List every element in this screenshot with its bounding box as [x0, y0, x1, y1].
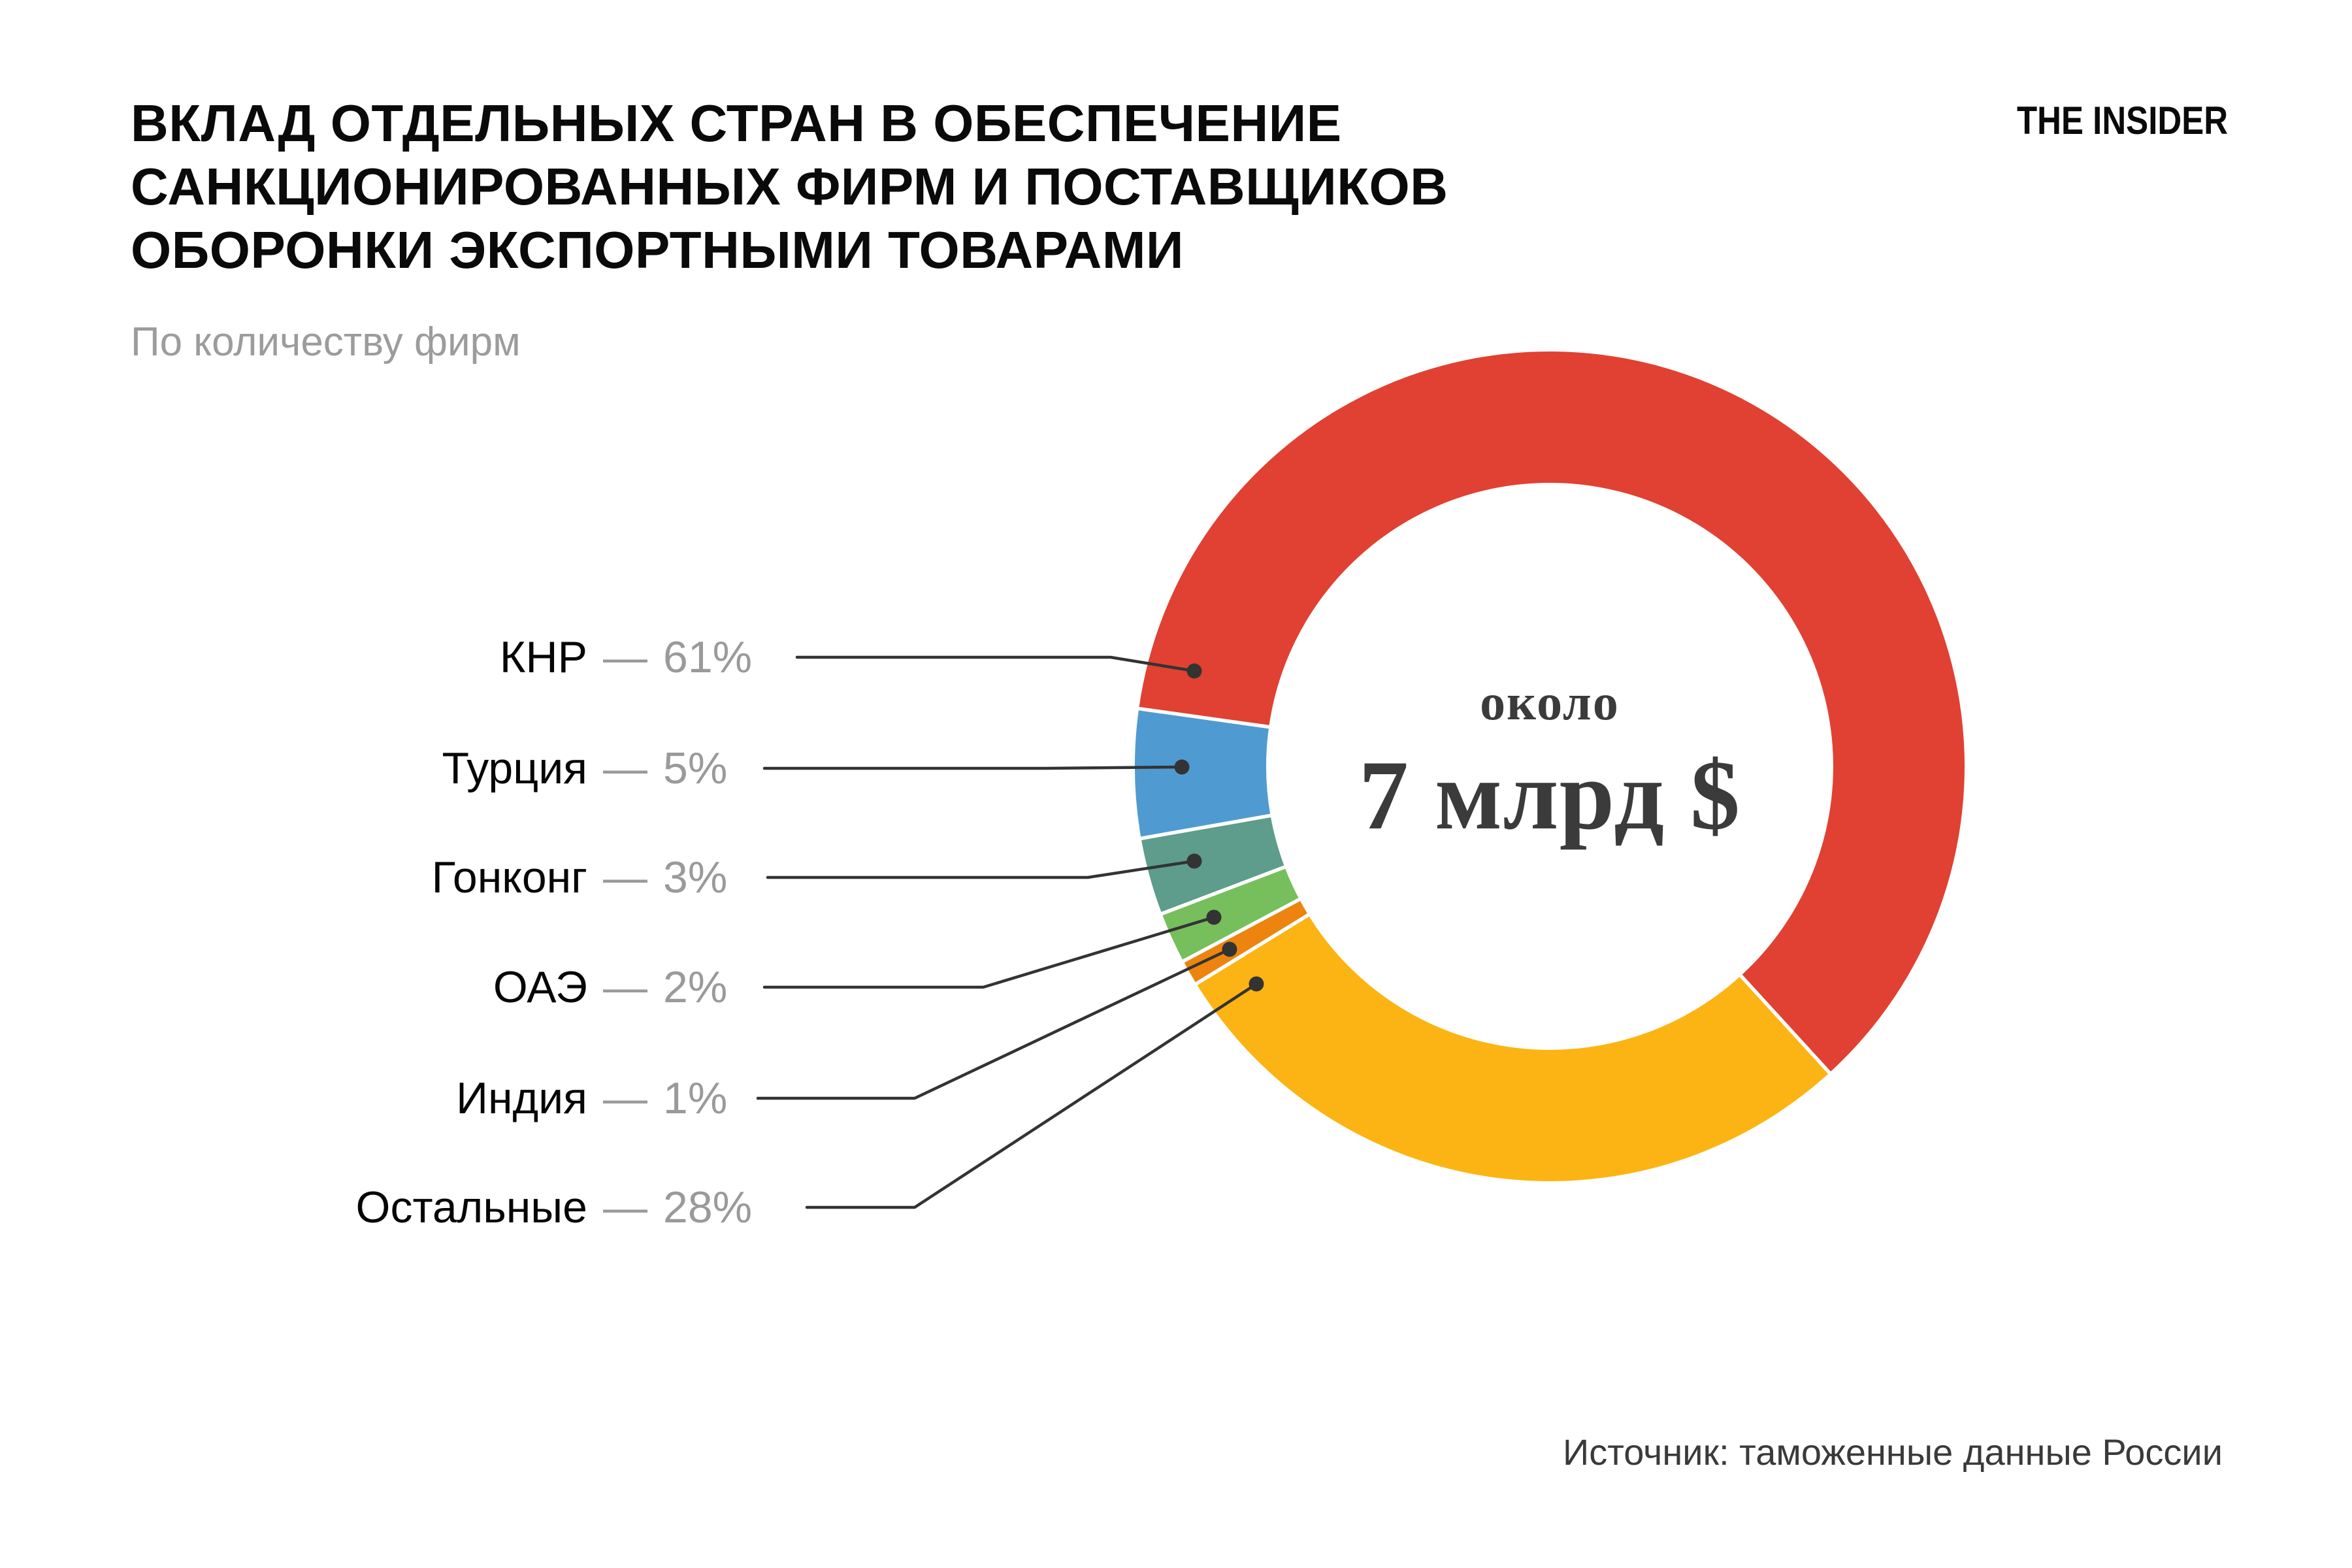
legend-dash: — [603, 1183, 647, 1232]
legend-value: 5% [663, 743, 728, 793]
the-insider-logo: THE INSIDER [2016, 99, 2228, 142]
page-title: ВКЛАД ОТДЕЛЬНЫХ СТРАН В ОБЕСПЕЧЕНИЕ САНК… [131, 94, 1448, 279]
callout-line-индия [756, 947, 1232, 1100]
legend-value: 1% [663, 1073, 728, 1123]
legend-value: 61% [663, 632, 753, 682]
legend-label: Индия [456, 1073, 587, 1123]
legend-value: 28% [663, 1183, 753, 1232]
callout-line-турция [762, 765, 1184, 770]
slice-separator [1134, 706, 1273, 730]
legend-item-hongkong: Гонконг — 3% [196, 849, 807, 906]
legend-dash: — [603, 853, 647, 902]
donut-slice-оаэ [1162, 867, 1299, 962]
legend-label: Турция [442, 743, 587, 793]
slice-separator [1737, 972, 1834, 1077]
center-label-approx: около [1480, 674, 1620, 730]
legend-dash: — [603, 743, 647, 793]
donut-slice-гонконг [1141, 815, 1285, 914]
donut-slice-кнр [1139, 351, 1965, 1073]
legend-value: 3% [663, 853, 728, 902]
legend-item-knr: КНР — 61% [196, 629, 807, 686]
legend-item-turkey: Турция — 5% [196, 740, 807, 797]
center-label-amount: 7 млрд $ [1358, 740, 1741, 850]
callout-line-оаэ [762, 915, 1216, 989]
legend-dash: — [603, 1073, 647, 1123]
legend-label: Гонконг [431, 853, 587, 902]
legend-label: КНР [499, 632, 587, 682]
callout-dot-индия [1222, 941, 1237, 957]
legend-label: ОАЭ [493, 962, 587, 1012]
source-note: Источник: таможенные данные России [1563, 1431, 2223, 1473]
callout-line-гонконг [766, 859, 1196, 879]
legend-value: 2% [663, 962, 728, 1012]
callout-dot-остальные [1249, 976, 1264, 992]
callout-dot-оаэ [1206, 909, 1222, 925]
callout-dot-турция [1174, 759, 1190, 775]
chart-subtitle: По количеству фирм [131, 319, 521, 365]
legend-dash: — [603, 962, 647, 1012]
legend-item-uae: ОАЭ — 2% [196, 958, 807, 1016]
donut-center-label: около 7 млрд $ [1092, 673, 2007, 852]
slice-separator [1157, 864, 1289, 917]
legend-label: Остальные [355, 1183, 587, 1232]
callout-line-остальные [805, 982, 1258, 1209]
slice-separator [1137, 813, 1275, 841]
donut-slice-индия [1183, 899, 1309, 984]
slice-separator [1179, 896, 1304, 965]
callout-dot-гонконг [1186, 853, 1202, 869]
callout-line-кнр [795, 655, 1196, 673]
callout-dot-кнр [1186, 663, 1202, 679]
donut-slice-турция [1134, 708, 1271, 839]
legend-item-others: Остальные — 28% [196, 1179, 807, 1236]
donut-slice-остальные [1196, 915, 1830, 1181]
slice-separator [1192, 911, 1313, 988]
legend-item-india: Индия — 1% [196, 1070, 807, 1127]
legend-dash: — [603, 632, 647, 682]
